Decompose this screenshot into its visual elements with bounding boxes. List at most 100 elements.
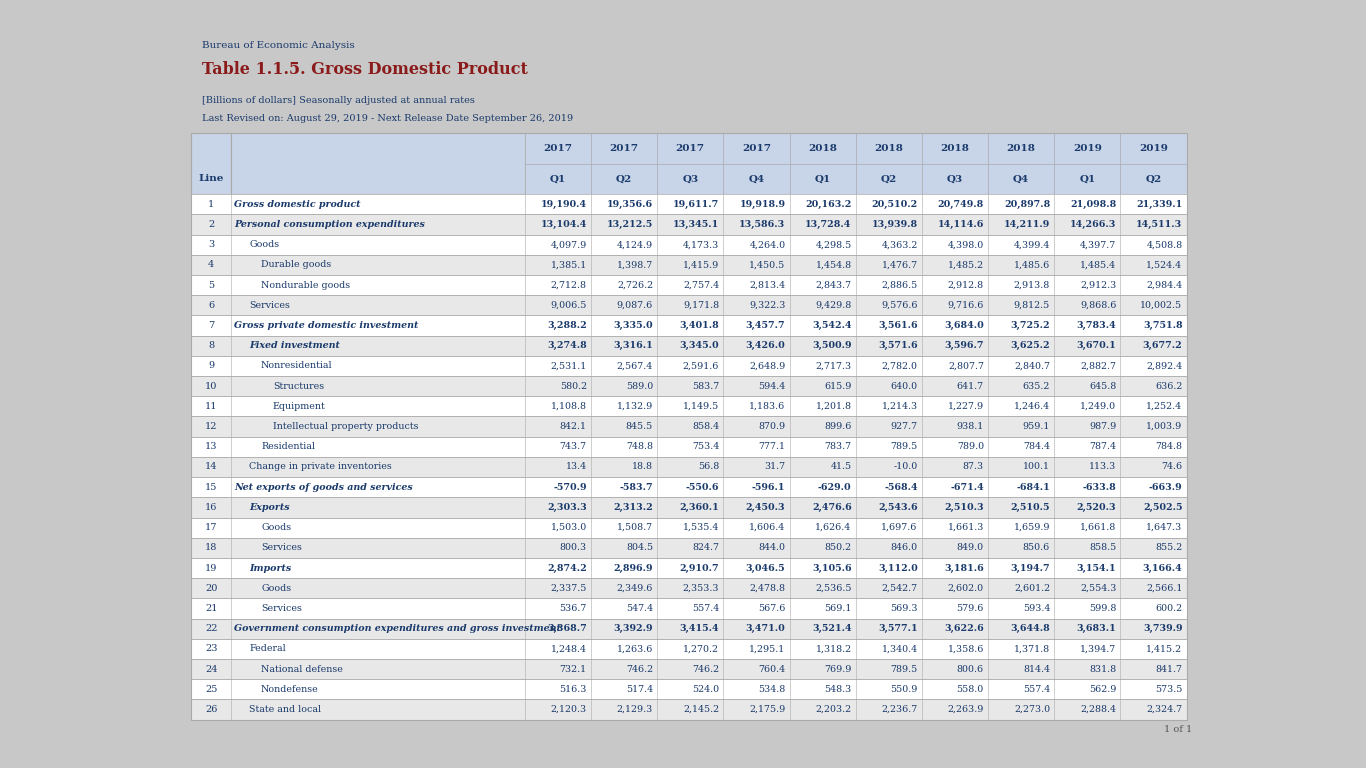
Text: 19,190.4: 19,190.4	[541, 200, 587, 209]
Text: 784.4: 784.4	[1023, 442, 1050, 452]
Text: 536.7: 536.7	[560, 604, 587, 613]
Text: 3,725.2: 3,725.2	[1011, 321, 1050, 330]
Text: 4,173.3: 4,173.3	[683, 240, 720, 249]
Text: 2,712.8: 2,712.8	[550, 280, 587, 290]
Text: 1,295.1: 1,295.1	[749, 644, 785, 654]
Text: 1,697.6: 1,697.6	[881, 523, 918, 532]
Text: 24: 24	[205, 664, 217, 674]
Text: 13,104.4: 13,104.4	[541, 220, 587, 229]
Text: 524.0: 524.0	[693, 685, 720, 694]
Text: 1,508.7: 1,508.7	[617, 523, 653, 532]
Text: 20: 20	[205, 584, 217, 593]
Text: 783.7: 783.7	[825, 442, 851, 452]
Text: 1,183.6: 1,183.6	[749, 402, 785, 411]
Text: 1,149.5: 1,149.5	[683, 402, 720, 411]
FancyBboxPatch shape	[191, 194, 1187, 214]
Text: 3,500.9: 3,500.9	[811, 341, 851, 350]
FancyBboxPatch shape	[988, 164, 1055, 194]
Text: 550.9: 550.9	[891, 685, 918, 694]
FancyBboxPatch shape	[191, 578, 1187, 598]
Text: 3,457.7: 3,457.7	[746, 321, 785, 330]
Text: 858.5: 858.5	[1089, 543, 1116, 552]
Text: Services: Services	[249, 301, 290, 310]
Text: 2,520.3: 2,520.3	[1076, 503, 1116, 512]
Text: Q4: Q4	[1014, 174, 1029, 184]
Text: Q2: Q2	[881, 174, 897, 184]
Text: National defense: National defense	[261, 664, 343, 674]
Text: 569.1: 569.1	[824, 604, 851, 613]
Text: 845.5: 845.5	[626, 422, 653, 431]
Text: 18: 18	[205, 543, 217, 552]
Text: -684.1: -684.1	[1016, 483, 1050, 492]
Text: 8: 8	[208, 341, 214, 350]
Text: 2019: 2019	[1139, 144, 1168, 153]
Text: 15: 15	[205, 483, 217, 492]
Text: 20,749.8: 20,749.8	[937, 200, 984, 209]
Text: 2,567.4: 2,567.4	[617, 362, 653, 370]
Text: 26: 26	[205, 705, 217, 714]
Text: 2,337.5: 2,337.5	[550, 584, 587, 593]
Text: 2,648.9: 2,648.9	[749, 362, 785, 370]
Text: 4,124.9: 4,124.9	[617, 240, 653, 249]
Text: Federal: Federal	[249, 644, 285, 654]
FancyBboxPatch shape	[525, 164, 591, 194]
Text: 636.2: 636.2	[1156, 382, 1183, 391]
Text: 1,415.9: 1,415.9	[683, 260, 720, 270]
FancyBboxPatch shape	[657, 133, 724, 164]
Text: 23: 23	[205, 644, 217, 654]
Text: 2,912.3: 2,912.3	[1081, 280, 1116, 290]
Text: 1,132.9: 1,132.9	[617, 402, 653, 411]
Text: 3,596.7: 3,596.7	[944, 341, 984, 350]
Text: 789.5: 789.5	[891, 664, 918, 674]
Text: 593.4: 593.4	[1023, 604, 1050, 613]
Text: 4,264.0: 4,264.0	[750, 240, 785, 249]
Text: 12: 12	[205, 422, 217, 431]
FancyBboxPatch shape	[525, 133, 591, 164]
FancyBboxPatch shape	[191, 498, 1187, 518]
Text: -596.1: -596.1	[751, 483, 785, 492]
Text: 9,868.6: 9,868.6	[1081, 301, 1116, 310]
Text: Nonresidential: Nonresidential	[261, 362, 333, 370]
Text: 2018: 2018	[941, 144, 970, 153]
Text: 938.1: 938.1	[956, 422, 984, 431]
Text: 2,536.5: 2,536.5	[816, 584, 851, 593]
FancyBboxPatch shape	[191, 639, 1187, 659]
Text: 3,683.1: 3,683.1	[1076, 624, 1116, 633]
Text: 2,882.7: 2,882.7	[1081, 362, 1116, 370]
Text: 2,807.7: 2,807.7	[948, 362, 984, 370]
Text: -550.6: -550.6	[686, 483, 720, 492]
FancyBboxPatch shape	[191, 316, 1187, 336]
Text: 4,399.4: 4,399.4	[1014, 240, 1050, 249]
Text: 3,644.8: 3,644.8	[1011, 624, 1050, 633]
Text: 21,339.1: 21,339.1	[1137, 200, 1183, 209]
Text: 4,363.2: 4,363.2	[881, 240, 918, 249]
Text: 850.2: 850.2	[825, 543, 851, 552]
Text: 9,812.5: 9,812.5	[1014, 301, 1050, 310]
Text: 615.9: 615.9	[824, 382, 851, 391]
Text: 580.2: 580.2	[560, 382, 587, 391]
Text: 17: 17	[205, 523, 217, 532]
Text: 14,211.9: 14,211.9	[1004, 220, 1050, 229]
Text: 20,510.2: 20,510.2	[872, 200, 918, 209]
Text: Change in private inventories: Change in private inventories	[249, 462, 392, 472]
FancyBboxPatch shape	[988, 133, 1055, 164]
FancyBboxPatch shape	[724, 133, 790, 164]
Text: 2,502.5: 2,502.5	[1143, 503, 1183, 512]
FancyBboxPatch shape	[855, 133, 922, 164]
FancyBboxPatch shape	[191, 396, 1187, 416]
Text: 2018: 2018	[1007, 144, 1035, 153]
Text: 2,129.3: 2,129.3	[617, 705, 653, 714]
Text: 855.2: 855.2	[1156, 543, 1183, 552]
Text: 9,087.6: 9,087.6	[617, 301, 653, 310]
FancyBboxPatch shape	[191, 133, 231, 194]
FancyBboxPatch shape	[191, 214, 1187, 234]
Text: -568.4: -568.4	[884, 483, 918, 492]
Text: 824.7: 824.7	[693, 543, 720, 552]
FancyBboxPatch shape	[657, 164, 724, 194]
Text: 3,181.6: 3,181.6	[944, 564, 984, 573]
Text: 2,912.8: 2,912.8	[948, 280, 984, 290]
Text: 2,843.7: 2,843.7	[816, 280, 851, 290]
Text: 899.6: 899.6	[824, 422, 851, 431]
Text: 2,476.6: 2,476.6	[811, 503, 851, 512]
FancyBboxPatch shape	[790, 164, 855, 194]
